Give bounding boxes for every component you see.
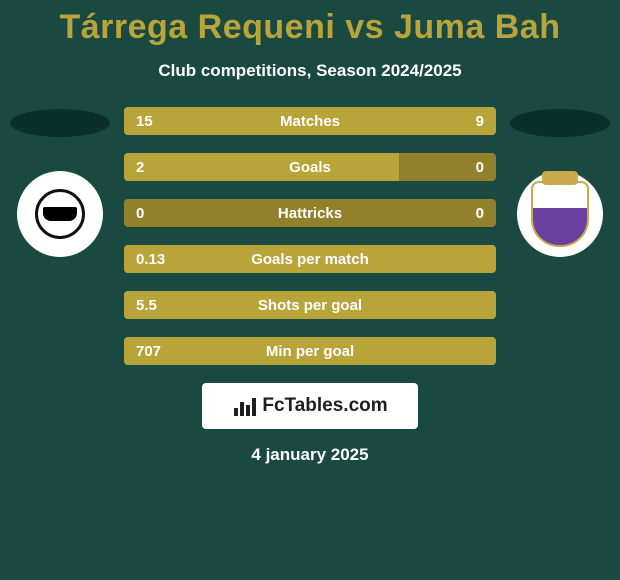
bar-value-left: 0.13	[136, 245, 165, 273]
right-crest	[517, 171, 603, 257]
main-row: 15 Matches 9 2 Goals 0 0 Hattricks 0 0.13 Goals pe…	[0, 107, 620, 365]
bar-fill-left	[124, 153, 399, 181]
page-title: Tárrega Requeni vs Juma Bah	[0, 0, 620, 47]
stat-bar: 0 Hattricks 0	[124, 199, 496, 227]
stat-bar: 2 Goals 0	[124, 153, 496, 181]
bat-icon	[43, 207, 77, 221]
bar-value-right: 0	[476, 199, 484, 227]
watermark-badge: FcTables.com	[202, 383, 418, 429]
left-player-column	[0, 107, 120, 257]
footer-date: 4 january 2025	[0, 445, 620, 465]
bar-value-right: 9	[476, 107, 484, 135]
valladolid-badge-icon	[531, 181, 589, 247]
shadow-ellipse	[510, 109, 610, 137]
bar-value-left: 5.5	[136, 291, 157, 319]
bar-fill-right	[340, 107, 496, 135]
bars-chart-icon	[232, 394, 256, 418]
bar-value-left: 2	[136, 153, 144, 181]
bar-value-right: 0	[476, 153, 484, 181]
stat-bars: 15 Matches 9 2 Goals 0 0 Hattricks 0 0.13 Goals pe…	[120, 107, 500, 365]
bar-value-left: 15	[136, 107, 153, 135]
bar-metric-label: Min per goal	[266, 337, 354, 365]
subtitle: Club competitions, Season 2024/2025	[0, 61, 620, 81]
bar-metric-label: Goals	[289, 153, 331, 181]
comparison-card: Tárrega Requeni vs Juma Bah Club competi…	[0, 0, 620, 580]
stat-bar: 0.13 Goals per match	[124, 245, 496, 273]
stat-bar: 707 Min per goal	[124, 337, 496, 365]
bar-metric-label: Shots per goal	[258, 291, 362, 319]
bar-value-left: 707	[136, 337, 161, 365]
shadow-ellipse	[10, 109, 110, 137]
bar-metric-label: Matches	[280, 107, 340, 135]
stat-bar: 5.5 Shots per goal	[124, 291, 496, 319]
bar-metric-label: Hattricks	[278, 199, 342, 227]
valencia-badge-icon	[30, 184, 90, 244]
left-crest	[17, 171, 103, 257]
bar-metric-label: Goals per match	[251, 245, 369, 273]
bar-value-left: 0	[136, 199, 144, 227]
right-player-column	[500, 107, 620, 257]
watermark-text: FcTables.com	[262, 395, 387, 417]
stat-bar: 15 Matches 9	[124, 107, 496, 135]
